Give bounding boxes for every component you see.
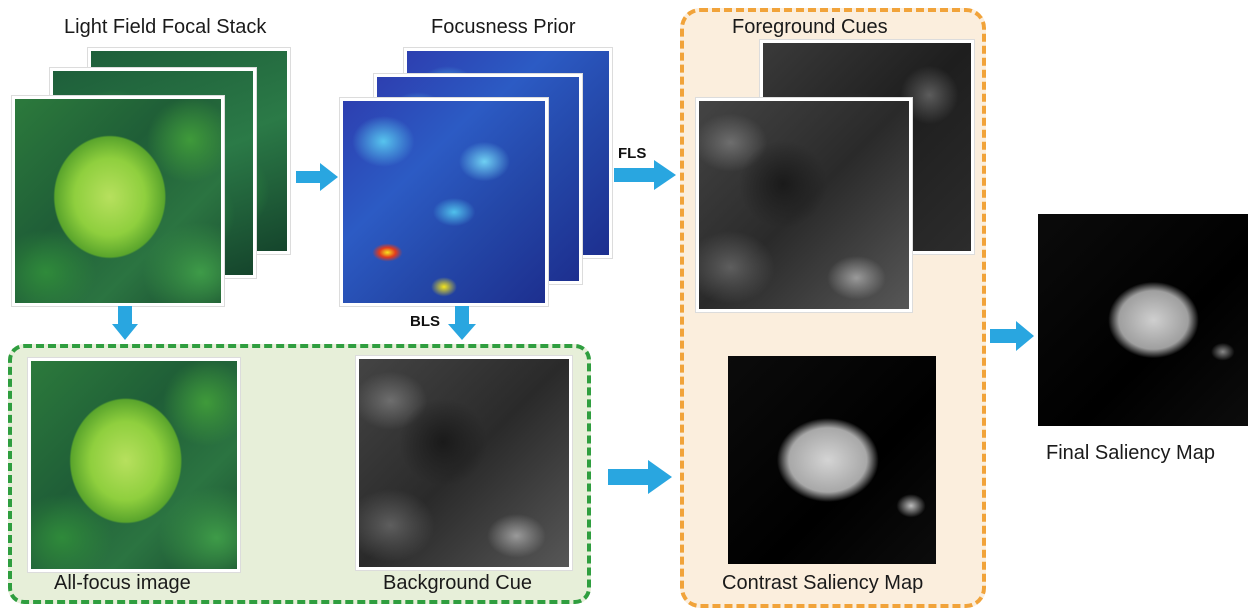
contrast-saliency-image (728, 356, 936, 564)
focal-stack-title: Light Field Focal Stack (64, 16, 267, 38)
fls-arrow-icon (614, 160, 676, 190)
bls-arrow-icon (448, 306, 476, 340)
focusness-prior-title: Focusness Prior (431, 16, 576, 38)
final-saliency-image (1038, 214, 1248, 426)
background-cue-image (356, 356, 572, 570)
arrow-right-icon (296, 163, 338, 191)
arrow-right-icon (608, 460, 672, 494)
foreground-cue-1 (696, 98, 912, 312)
fls-label: FLS (618, 145, 647, 162)
arrow-right-icon (990, 321, 1034, 351)
focusness-map-1 (340, 98, 548, 306)
bls-label: BLS (410, 313, 440, 330)
arrow-down-icon (112, 306, 138, 340)
all-focus-caption: All-focus image (54, 572, 191, 594)
focal-stack-slice-1 (12, 96, 224, 306)
final-saliency-caption: Final Saliency Map (1046, 442, 1215, 464)
all-focus-image (28, 358, 240, 572)
background-cue-caption: Background Cue (383, 572, 532, 594)
contrast-saliency-caption: Contrast Saliency Map (722, 572, 924, 594)
foreground-cues-title: Foreground Cues (732, 16, 888, 38)
